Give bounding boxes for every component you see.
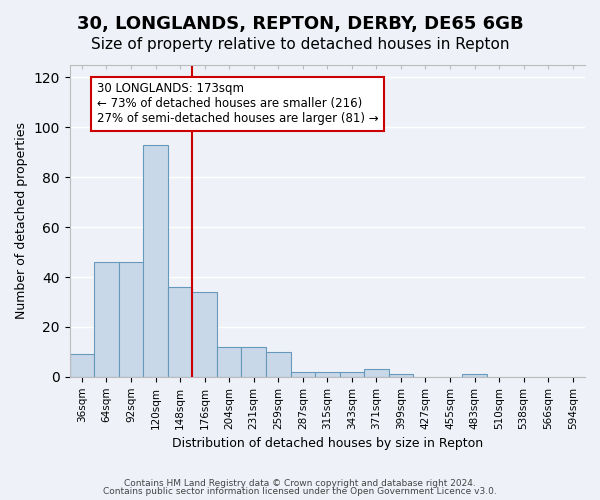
Text: Contains public sector information licensed under the Open Government Licence v3: Contains public sector information licen… [103,487,497,496]
Bar [290,372,315,377]
Y-axis label: Number of detached properties: Number of detached properties [15,122,28,320]
Bar [94,262,119,377]
Bar [389,374,413,377]
X-axis label: Distribution of detached houses by size in Repton: Distribution of detached houses by size … [172,437,483,450]
Bar [119,262,143,377]
Bar [217,347,241,377]
Bar [193,292,217,377]
Bar [70,354,94,377]
Bar [340,372,364,377]
Text: Size of property relative to detached houses in Repton: Size of property relative to detached ho… [91,38,509,52]
Bar [364,370,389,377]
Bar [315,372,340,377]
Text: 30, LONGLANDS, REPTON, DERBY, DE65 6GB: 30, LONGLANDS, REPTON, DERBY, DE65 6GB [77,15,523,33]
Bar [143,145,168,377]
Bar [241,347,266,377]
Bar [168,287,193,377]
Text: Contains HM Land Registry data © Crown copyright and database right 2024.: Contains HM Land Registry data © Crown c… [124,478,476,488]
Bar [462,374,487,377]
Bar [266,352,290,377]
Text: 30 LONGLANDS: 173sqm
← 73% of detached houses are smaller (216)
27% of semi-deta: 30 LONGLANDS: 173sqm ← 73% of detached h… [97,82,378,126]
